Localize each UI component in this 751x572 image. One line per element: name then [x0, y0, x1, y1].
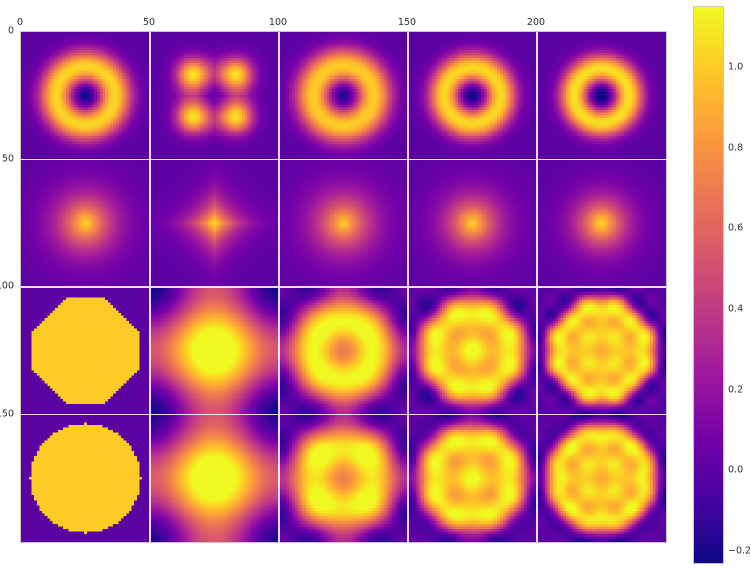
- x-tick-label: 0: [16, 16, 24, 28]
- y-axis-ticks: 0 50 100 150: [0, 26, 17, 541]
- colorbar-tick-label: 0.4: [728, 303, 744, 315]
- colorbar-tick-label: 0.2: [728, 383, 744, 395]
- colorbar-tick-label: 0.0: [728, 464, 744, 476]
- x-axis-ticks: 0 50 100 150 200: [16, 0, 665, 30]
- y-tick-label: 50: [1, 152, 14, 164]
- y-tick-label: 100: [0, 280, 14, 292]
- colorbar-ticks: 1.0 0.8 0.6 0.4 0.2 0.0 −0.2: [728, 6, 751, 562]
- x-tick-label: 200: [526, 16, 546, 28]
- y-tick-label: 0: [7, 25, 14, 37]
- x-tick-label: 150: [397, 16, 417, 28]
- colorbar-tick-label: −0.2: [728, 545, 751, 557]
- colorbar-tick-label: 0.6: [728, 222, 744, 234]
- x-tick-label: 50: [142, 16, 156, 28]
- colorbar: [693, 6, 724, 564]
- y-tick-label: 150: [0, 407, 14, 419]
- colorbar-tick-label: 1.0: [728, 61, 744, 73]
- plot-area: [20, 31, 667, 543]
- colorbar-tick-label: 0.8: [728, 141, 744, 153]
- heatmap-canvas: [21, 32, 666, 542]
- x-tick-label: 100: [268, 16, 288, 28]
